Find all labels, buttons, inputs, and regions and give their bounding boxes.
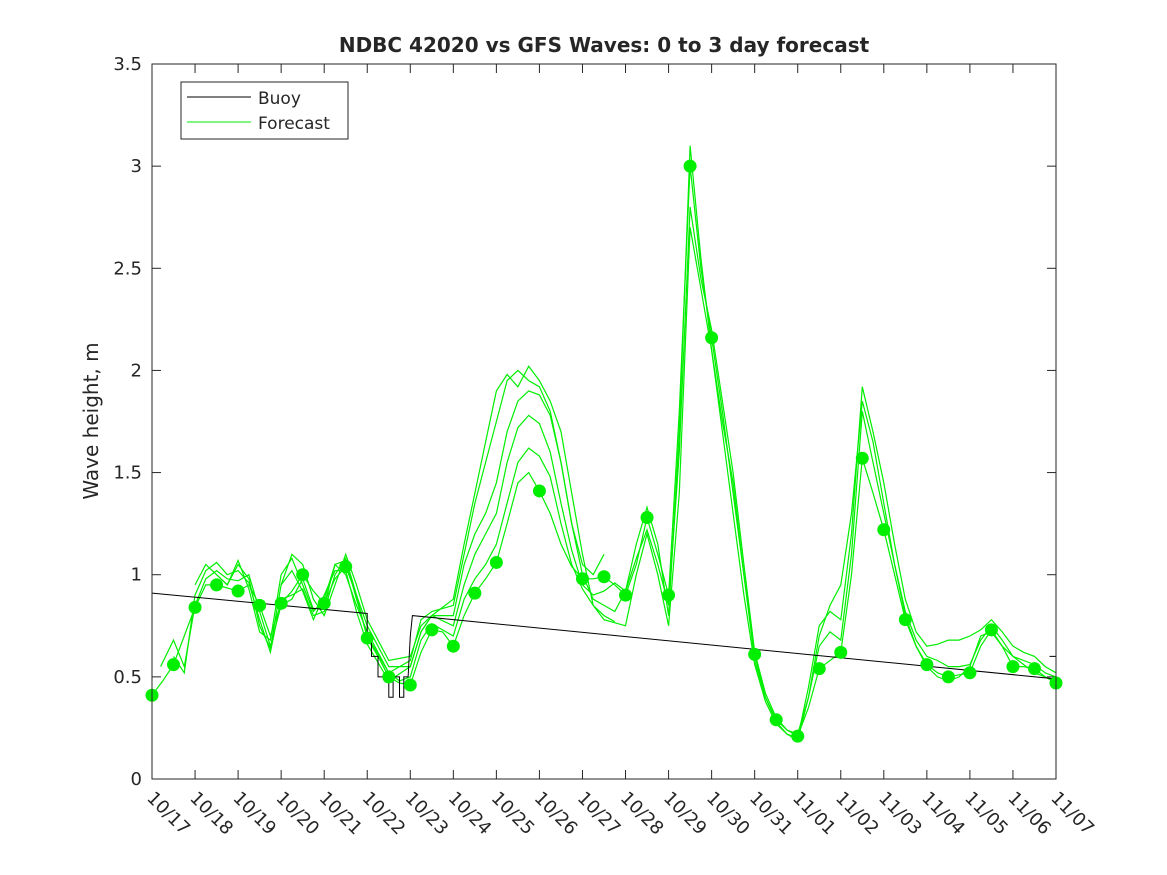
x-tick-label: 11/01 xyxy=(788,788,840,840)
forecast-point xyxy=(920,658,934,672)
forecast-point xyxy=(941,670,955,684)
x-tick-label: 10/26 xyxy=(530,788,582,840)
x-tick-label: 10/31 xyxy=(745,788,797,840)
forecast-point xyxy=(619,588,633,602)
y-tick-label: 2 xyxy=(131,360,142,381)
x-tick-labels: 10/1710/1810/1910/2010/2110/2210/2310/24… xyxy=(142,788,1098,840)
legend-forecast-label: Forecast xyxy=(258,114,330,134)
forecast-point xyxy=(403,678,417,692)
forecast-point xyxy=(705,331,719,345)
x-tick-label: 10/28 xyxy=(616,788,668,840)
forecast-point xyxy=(855,451,869,465)
y-tick-label: 3 xyxy=(131,156,142,177)
forecast-point xyxy=(231,584,245,598)
x-tick-label: 11/04 xyxy=(917,788,969,840)
forecast-point xyxy=(253,598,267,612)
y-tick-label: 0.5 xyxy=(113,667,142,688)
plot-frame xyxy=(151,63,1057,780)
y-tick-labels: 0 0.5 1 1.5 2 2.5 3 3.5 xyxy=(113,54,142,790)
forecast-point xyxy=(898,613,912,627)
x-tick-label: 10/19 xyxy=(229,788,281,840)
x-tick-label: 10/30 xyxy=(702,788,754,840)
forecast-point xyxy=(317,596,331,610)
forecast-point xyxy=(640,511,654,525)
forecast-point xyxy=(877,523,891,537)
axis-ticks xyxy=(151,63,1057,780)
x-tick-label: 10/20 xyxy=(272,788,324,840)
x-tick-label: 10/18 xyxy=(186,788,238,840)
x-tick-label: 10/24 xyxy=(444,788,496,840)
forecast-point xyxy=(662,588,676,602)
forecast-point xyxy=(425,623,439,637)
forecast-point xyxy=(489,555,503,569)
forecast-point xyxy=(575,572,589,586)
legend-box xyxy=(180,81,349,140)
forecast-point xyxy=(382,670,396,684)
forecast-point xyxy=(296,568,310,582)
forecast-point xyxy=(446,639,460,653)
x-tick-label: 11/07 xyxy=(1046,788,1098,840)
forecast-line xyxy=(280,227,1057,742)
x-tick-label: 11/06 xyxy=(1003,788,1055,840)
forecast-markers xyxy=(145,159,1063,743)
forecast-line xyxy=(194,145,1057,739)
forecast-point xyxy=(360,631,374,645)
forecast-point xyxy=(834,645,848,659)
forecast-point xyxy=(1006,660,1020,674)
forecast-point xyxy=(769,713,783,727)
y-tick-label: 2.5 xyxy=(113,258,142,279)
forecast-point xyxy=(748,647,762,661)
y-tick-label: 1 xyxy=(131,565,142,586)
forecast-point xyxy=(274,596,288,610)
forecast-point xyxy=(532,484,546,498)
x-tick-label: 10/25 xyxy=(487,788,539,840)
legend-buoy-label: Buoy xyxy=(258,89,301,109)
forecast-point xyxy=(812,662,826,676)
forecast-point xyxy=(468,586,482,600)
x-tick-label: 11/02 xyxy=(831,788,883,840)
x-tick-label: 10/27 xyxy=(573,788,625,840)
y-tick-label: 1.5 xyxy=(113,463,142,484)
forecast-line xyxy=(216,369,605,674)
x-tick-label: 10/23 xyxy=(401,788,453,840)
forecast-point xyxy=(167,658,181,672)
x-tick-label: 11/05 xyxy=(960,788,1012,840)
forecast-point xyxy=(1027,662,1041,676)
chart-title: NDBC 42020 vs GFS Waves: 0 to 3 day fore… xyxy=(339,33,870,57)
plot-area xyxy=(152,64,1056,779)
forecast-point xyxy=(984,623,998,637)
y-tick-label: 3.5 xyxy=(113,54,142,75)
forecast-point xyxy=(963,666,977,680)
forecast-point xyxy=(339,560,353,574)
forecast-point xyxy=(210,578,224,592)
y-tick-label: 0 xyxy=(131,769,142,790)
x-tick-label: 11/03 xyxy=(874,788,926,840)
forecast-point xyxy=(791,729,805,743)
forecast-point xyxy=(188,600,202,614)
forecast-point xyxy=(597,570,611,584)
x-tick-label: 10/29 xyxy=(659,788,711,840)
x-tick-label: 10/22 xyxy=(358,788,410,840)
forecast-point xyxy=(683,159,697,173)
x-tick-label: 10/17 xyxy=(142,788,194,840)
x-tick-label: 10/21 xyxy=(315,788,367,840)
y-axis-label: Wave height, m xyxy=(79,342,103,499)
legend: Buoy Forecast xyxy=(180,81,349,140)
